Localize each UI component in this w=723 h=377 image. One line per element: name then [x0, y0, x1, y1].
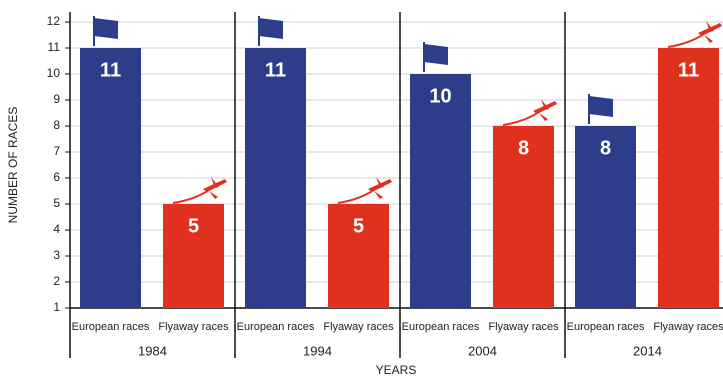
- bar: [658, 48, 719, 308]
- bar: [245, 48, 306, 308]
- bar: [410, 74, 471, 308]
- y-tick-label: 1: [53, 300, 60, 314]
- series-label: Flyaway races: [158, 321, 229, 333]
- bar: [575, 126, 636, 308]
- y-tick-label: 3: [53, 248, 60, 262]
- flag-icon: [259, 18, 283, 39]
- y-tick-label: 10: [47, 66, 61, 80]
- flag-icon: [424, 44, 448, 65]
- series-label: European races: [567, 321, 645, 333]
- series-label: European races: [402, 321, 480, 333]
- y-tick-label: 4: [53, 222, 60, 236]
- y-tick-label: 6: [53, 170, 60, 184]
- x-axis-title: YEARS: [376, 363, 417, 377]
- series-label: Flyaway races: [323, 321, 394, 333]
- bar: [80, 48, 141, 308]
- value-label: 5: [188, 215, 199, 237]
- bar: [163, 204, 224, 308]
- value-label: 8: [600, 137, 611, 159]
- plane-icon: [533, 99, 557, 121]
- y-tick-label: 2: [53, 274, 60, 288]
- value-label: 11: [100, 59, 121, 81]
- series-label: European races: [72, 321, 150, 333]
- series-label: European races: [237, 321, 315, 333]
- value-label: 5: [353, 215, 364, 237]
- y-tick-label: 12: [47, 14, 61, 28]
- plane-icon: [203, 177, 227, 199]
- x-group-label: 2014: [633, 343, 662, 358]
- x-group-label: 1984: [138, 343, 167, 358]
- value-label: 10: [429, 85, 451, 107]
- value-label: 8: [518, 137, 529, 159]
- y-tick-label: 7: [53, 144, 60, 158]
- x-group-label: 2004: [468, 343, 497, 358]
- y-tick-label: 8: [53, 118, 60, 132]
- series-label: Flyaway races: [488, 321, 559, 333]
- flag-icon: [94, 18, 118, 39]
- value-label: 11: [678, 59, 699, 81]
- bar: [493, 126, 554, 308]
- y-axis-title: NUMBER OF RACES: [6, 107, 20, 224]
- value-label: 11: [265, 59, 286, 81]
- y-tick-label: 11: [48, 40, 61, 54]
- flag-icon: [589, 96, 613, 117]
- x-group-label: 1994: [303, 343, 332, 358]
- plane-icon: [368, 177, 392, 199]
- y-tick-label: 9: [53, 92, 60, 106]
- plane-icon: [698, 21, 722, 43]
- y-tick-label: 5: [53, 196, 60, 210]
- series-label: Flyaway races: [653, 321, 723, 333]
- bar: [328, 204, 389, 308]
